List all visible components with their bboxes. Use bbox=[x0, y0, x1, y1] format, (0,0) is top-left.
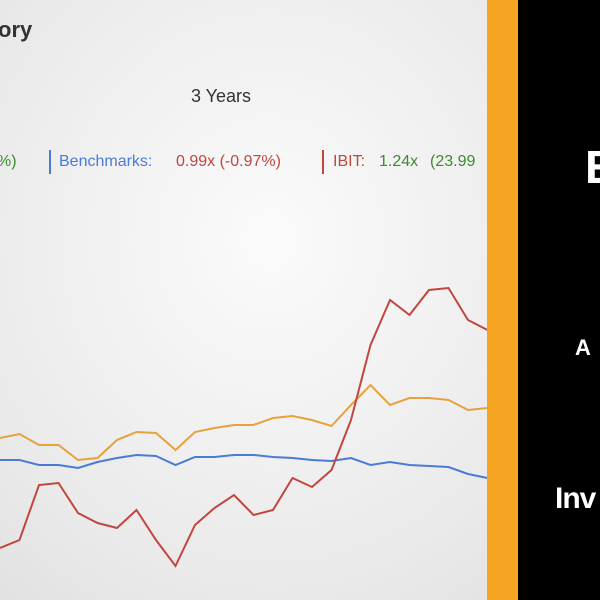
panel-text: E bbox=[585, 140, 600, 194]
panel-text: A bbox=[575, 335, 591, 360]
legend-name: IBIT: bbox=[333, 153, 365, 170]
legend-swatch bbox=[322, 150, 324, 174]
legend-change: (23.99 bbox=[430, 153, 475, 170]
orange-stripe bbox=[487, 0, 518, 600]
plot bbox=[0, 286, 488, 568]
series-line bbox=[0, 286, 488, 568]
legend-summary: 0.99x (-0.97%) bbox=[176, 153, 281, 170]
chart-subtitle: 3 Years bbox=[191, 86, 251, 106]
panel-text: Inv bbox=[555, 482, 596, 515]
legend-name: Benchmarks: bbox=[59, 153, 152, 170]
series-line bbox=[0, 453, 488, 479]
chart-title: ory bbox=[0, 17, 33, 42]
series-line bbox=[0, 383, 488, 462]
legend-summary: 1.24x bbox=[379, 153, 418, 170]
legend-swatch bbox=[49, 150, 51, 174]
legend-summary: %) bbox=[0, 153, 17, 170]
side-panel: E A Inv bbox=[487, 0, 600, 600]
